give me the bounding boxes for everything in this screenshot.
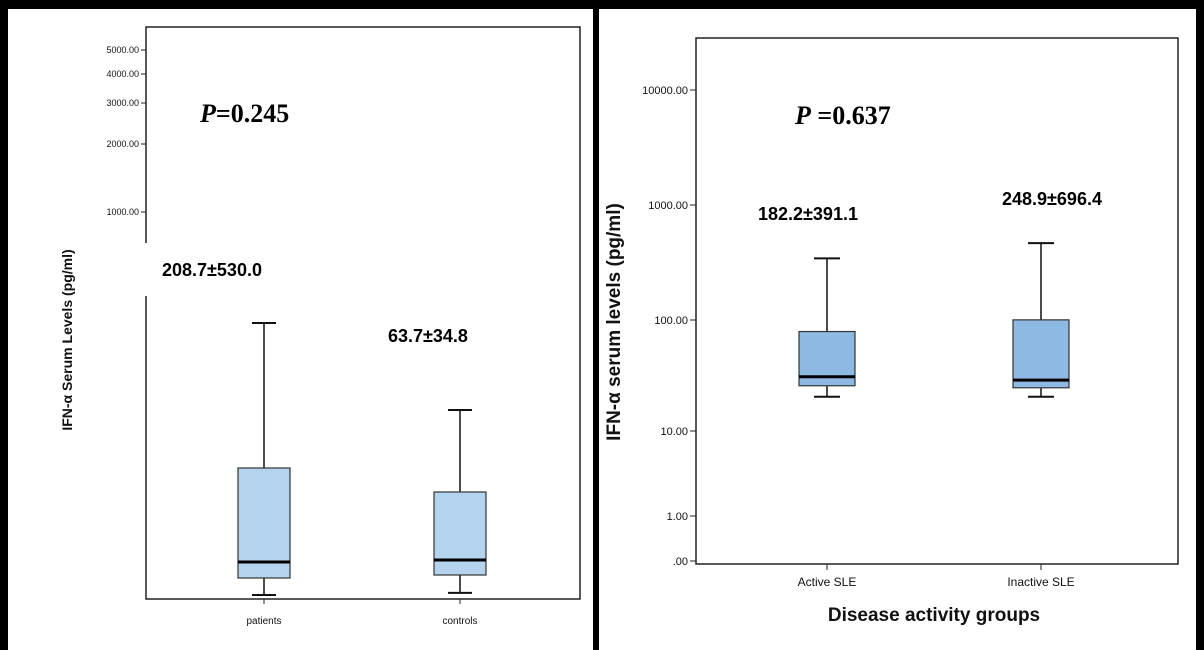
x-tick-label-controls: controls: [442, 616, 477, 627]
y-tick-label: 10.00: [660, 426, 688, 438]
y-tick-label: 100.00: [654, 315, 688, 327]
annotation-patients: 208.7±530.0: [162, 260, 262, 280]
annotation-active-sle: 182.2±391.1: [758, 204, 858, 224]
y-tick-label: 2000.00: [106, 139, 139, 149]
panel-divider: [593, 9, 599, 650]
y-tick-label: 4000.00: [106, 69, 139, 79]
y-tick-label: 5000.00: [106, 45, 139, 55]
box-patients: [237, 467, 291, 579]
y-tick-label: 3000.00: [106, 98, 139, 108]
annotation-controls: 63.7±34.8: [388, 326, 468, 346]
y-axis-label-left: IFN-α Serum Levels (pg/ml): [59, 249, 75, 430]
plot-area-left: [145, 26, 581, 600]
x-tick-label-patients: patients: [246, 616, 281, 627]
x-axis-left: patients controls: [246, 599, 478, 627]
annotation-backdrop: [141, 243, 309, 296]
panel-right: 10000.00 1000.00 100.00 10.00 1.00 .00 IFN-α …: [604, 37, 1179, 626]
box-inactive-sle: [1012, 319, 1070, 389]
panel-left: 5000.00 4000.00 3000.00 2000.00 1000.00 IFN-…: [59, 26, 581, 627]
p-value-left: P=0.245: [199, 99, 289, 128]
y-tick-label: 1000.00: [106, 207, 139, 217]
boxes-left: [237, 322, 487, 596]
y-tick-label: .00: [673, 556, 688, 568]
x-tick-label-active-sle: Active SLE: [798, 575, 857, 589]
p-value-right: P =0.637: [794, 101, 891, 130]
boxes-right: [798, 242, 1070, 398]
y-axis-right: 10000.00 1000.00 100.00 10.00 1.00 .00: [642, 85, 696, 568]
y-axis-label-right: IFN-α serum levels (pg/ml): [604, 203, 625, 441]
y-axis-left: 5000.00 4000.00 3000.00 2000.00 1000.00: [106, 45, 146, 217]
y-tick-label: 1.00: [667, 511, 688, 523]
y-tick-label: 10000.00: [642, 85, 688, 97]
x-tick-label-inactive-sle: Inactive SLE: [1007, 575, 1074, 589]
plot-area-right: [695, 37, 1179, 565]
x-axis-label-right: Disease activity groups: [828, 605, 1040, 626]
annotation-inactive-sle: 248.9±696.4: [1002, 189, 1102, 209]
x-axis-right: Active SLE Inactive SLE: [798, 564, 1075, 589]
y-tick-label: 1000.00: [648, 200, 688, 212]
box-controls: [433, 491, 487, 576]
